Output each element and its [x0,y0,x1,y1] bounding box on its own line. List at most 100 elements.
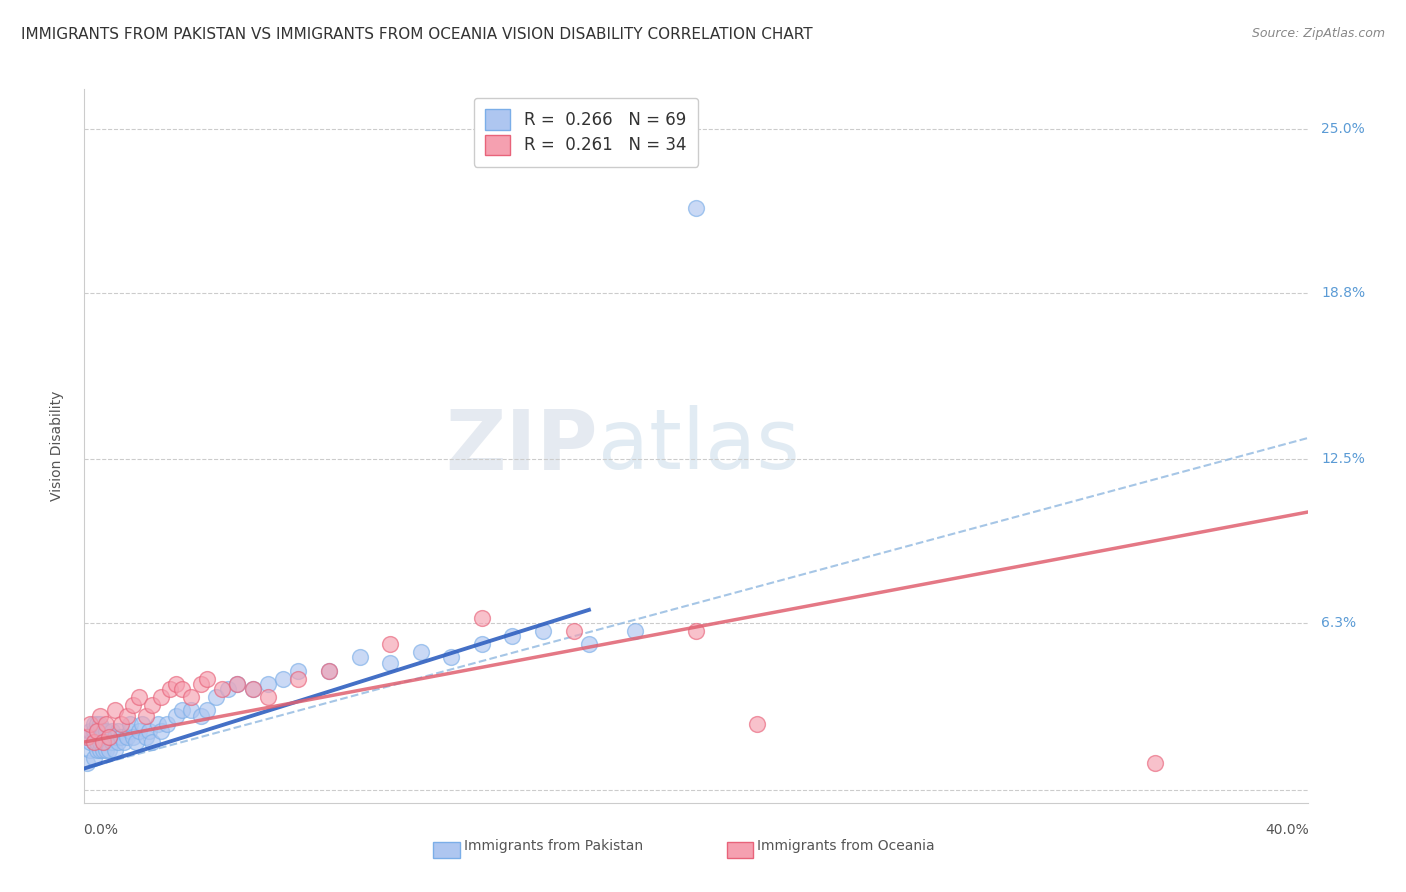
Point [79,716,101,731]
Point [205,690,228,704]
Point [110,730,132,744]
Point [128,724,150,739]
Point [271,672,294,686]
Point [409,645,432,659]
Text: atlas: atlas [598,406,800,486]
Point [83,716,105,731]
Point [138,724,160,739]
Point [211,682,233,697]
Point [257,677,280,691]
Point [122,698,145,712]
Text: 0.0%: 0.0% [83,822,118,837]
Point [141,735,163,749]
Point [471,637,494,651]
Point [128,690,150,704]
Point [747,716,769,731]
Text: ZIP: ZIP [446,406,598,486]
Point [190,708,212,723]
Point [624,624,647,638]
Point [318,664,340,678]
Point [94,735,117,749]
Point [1143,756,1166,771]
Point [76,730,98,744]
Point [94,743,117,757]
Point [101,724,124,739]
Point [146,716,169,731]
Point [159,682,181,697]
Point [135,730,157,744]
Point [76,756,98,771]
Point [107,724,129,739]
Point [115,730,138,744]
Point [86,724,108,739]
Point [135,708,157,723]
Point [318,664,340,678]
Point [91,743,114,757]
Point [91,735,114,749]
Point [120,724,142,739]
Point [180,703,202,717]
Point [226,677,249,691]
Point [156,716,179,731]
Point [89,743,111,757]
Point [125,735,148,749]
Point [89,730,111,744]
Point [120,716,142,731]
Point [86,724,108,739]
Bar [727,842,754,858]
Point [89,716,111,731]
Point [83,724,105,739]
Y-axis label: Vision Disability: Vision Disability [49,391,63,501]
Point [112,735,135,749]
Text: 25.0%: 25.0% [1322,122,1365,136]
Point [172,703,194,717]
Text: Immigrants from Oceania: Immigrants from Oceania [758,838,935,853]
Point [83,735,105,749]
Point [104,703,127,717]
Point [562,624,585,638]
Point [110,716,132,731]
Point [79,724,101,739]
Point [172,682,194,697]
Point [190,677,212,691]
Point [86,743,108,757]
Point [287,664,309,678]
Point [180,690,202,704]
Point [104,743,127,757]
Point [115,708,138,723]
Text: 18.8%: 18.8% [1322,285,1365,300]
Point [149,690,172,704]
Point [165,708,187,723]
Point [471,611,494,625]
Point [83,735,105,749]
Legend: R =  0.266   N = 69, R =  0.261   N = 34: R = 0.266 N = 69, R = 0.261 N = 34 [474,97,697,167]
Point [83,751,105,765]
Point [380,656,402,670]
Point [242,682,264,697]
Point [685,624,707,638]
Point [107,735,129,749]
Point [122,730,145,744]
Point [94,716,117,731]
Point [97,730,120,744]
Point [86,716,108,731]
Point [578,637,600,651]
Point [287,672,309,686]
Point [685,201,707,215]
Point [79,735,101,749]
Point [79,743,101,757]
Point [76,730,98,744]
Point [91,724,114,739]
Point [380,637,402,651]
Point [217,682,239,697]
Point [531,624,554,638]
Point [440,650,463,665]
Point [257,690,280,704]
Point [101,735,124,749]
Point [165,677,187,691]
Point [141,698,163,712]
Point [86,735,108,749]
Point [149,724,172,739]
Point [195,703,218,717]
Point [97,730,120,744]
